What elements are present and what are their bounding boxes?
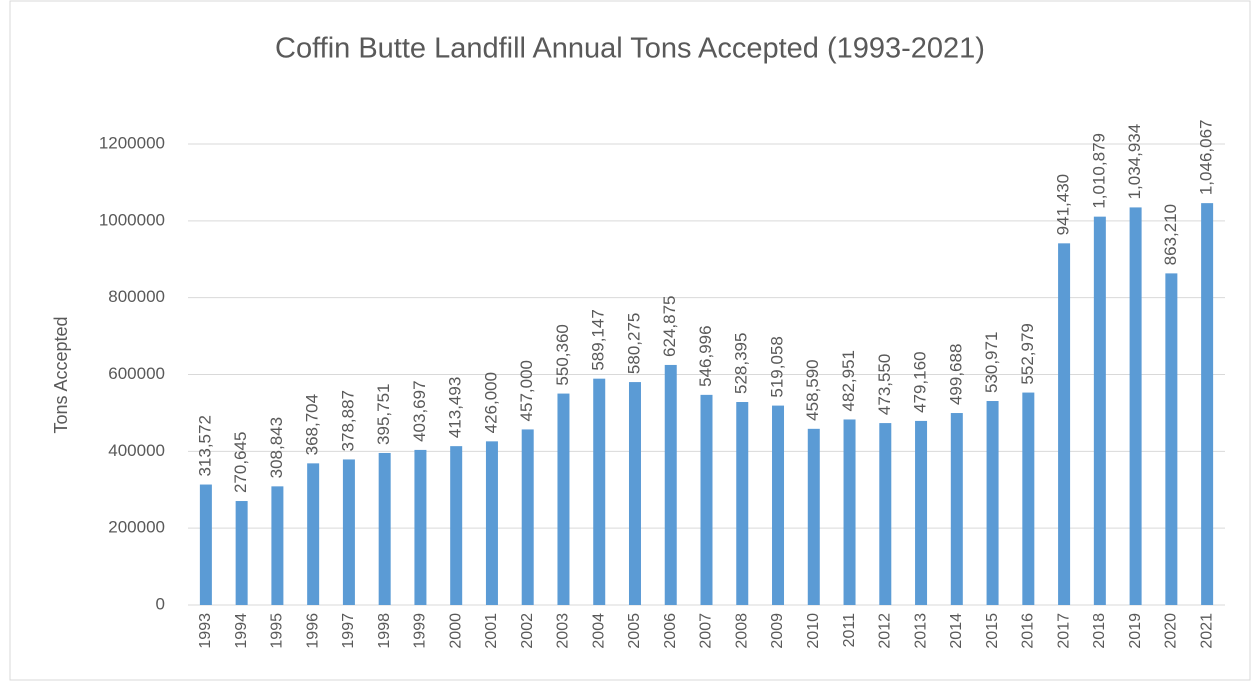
bar [1022, 392, 1035, 605]
x-tick-label: 2015 [984, 613, 1001, 649]
y-axis-label: Tons Accepted [51, 316, 71, 433]
value-label: 473,550 [875, 354, 894, 415]
x-tick-label: 2020 [1163, 613, 1180, 649]
value-label: 378,887 [338, 390, 357, 451]
x-tick-label: 2013 [912, 613, 929, 649]
chart-title: Coffin Butte Landfill Annual Tons Accept… [275, 33, 985, 65]
y-tick-label: 400000 [108, 441, 165, 460]
x-tick-label: 1997 [340, 613, 357, 649]
value-label: 403,697 [410, 380, 429, 441]
bar [199, 484, 212, 605]
x-tick-label: 2002 [519, 613, 536, 649]
x-tick-label: 1998 [376, 613, 393, 649]
value-label: 426,000 [481, 372, 500, 433]
x-tick-label: 2019 [1127, 613, 1144, 649]
x-tick-label: 1999 [412, 613, 429, 649]
x-tick-label: 2017 [1055, 613, 1072, 649]
x-tick-label: 2021 [1198, 613, 1215, 649]
bar [950, 413, 963, 605]
bar [1129, 207, 1142, 606]
value-label: 308,843 [267, 417, 286, 478]
bar [1058, 243, 1071, 605]
y-tick-label: 1000000 [99, 210, 165, 229]
x-tick-label: 2001 [483, 613, 500, 649]
bar [235, 501, 248, 605]
bar [521, 429, 534, 605]
x-tick-label: 2006 [662, 613, 679, 649]
bar [1201, 203, 1214, 605]
x-tick-label: 2003 [555, 613, 572, 649]
x-tick-label: 2012 [877, 613, 894, 649]
x-tick-label: 2000 [447, 613, 464, 649]
value-label: 1,046,067 [1197, 119, 1216, 195]
y-tick-label: 200000 [108, 518, 165, 537]
x-tick-label: 2007 [698, 613, 715, 649]
bar [807, 428, 820, 605]
y-tick-label: 600000 [108, 364, 165, 383]
x-tick-label: 2009 [769, 613, 786, 649]
value-label: 550,360 [553, 324, 572, 385]
y-tick-label: 800000 [108, 287, 165, 306]
x-tick-label: 2014 [948, 613, 965, 649]
value-label: 546,996 [696, 325, 715, 386]
bar [307, 463, 320, 605]
value-label: 482,951 [839, 350, 858, 411]
x-tick-label: 2004 [590, 613, 607, 649]
x-tick-label: 1994 [233, 613, 250, 649]
bar [986, 401, 999, 605]
value-label: 499,688 [946, 344, 965, 405]
value-label: 368,704 [303, 394, 322, 455]
bar [1093, 216, 1106, 605]
bar [1165, 273, 1178, 605]
value-label: 580,275 [624, 313, 643, 374]
bar [593, 378, 606, 605]
bar [700, 394, 713, 605]
bar [664, 364, 677, 605]
value-label: 863,210 [1161, 204, 1180, 265]
value-label: 458,590 [803, 359, 822, 420]
bar [628, 382, 641, 605]
x-tick-label: 2016 [1020, 613, 1037, 649]
value-label: 1,010,879 [1089, 133, 1108, 209]
x-tick-label: 2005 [626, 613, 643, 649]
value-label: 519,058 [768, 336, 787, 397]
value-label: 1,034,934 [1125, 124, 1144, 200]
bar [342, 459, 355, 605]
x-tick-label: 2010 [805, 613, 822, 649]
bar [378, 452, 391, 605]
bar [772, 405, 785, 605]
bar [736, 402, 749, 605]
x-tick-label: 2018 [1091, 613, 1108, 649]
value-label: 270,645 [231, 432, 250, 493]
bar [557, 393, 570, 605]
value-label: 413,493 [446, 377, 465, 438]
x-tick-label: 1993 [197, 613, 214, 649]
y-tick-label: 1200000 [99, 133, 165, 152]
bar [843, 419, 856, 605]
value-label: 457,000 [517, 360, 536, 421]
value-label: 528,395 [732, 333, 751, 394]
value-label: 941,430 [1054, 174, 1073, 235]
x-tick-label: 1996 [304, 613, 321, 649]
bar [485, 441, 498, 605]
value-label: 530,971 [982, 332, 1001, 393]
value-label: 479,160 [911, 351, 930, 412]
bar [271, 486, 284, 605]
x-tick-label: 2011 [841, 613, 858, 648]
y-tick-label: 0 [156, 594, 165, 613]
bar [879, 423, 892, 605]
value-label: 395,751 [374, 384, 393, 445]
bar [450, 446, 463, 605]
bar [915, 420, 928, 605]
value-label: 624,875 [660, 295, 679, 356]
value-label: 313,572 [195, 415, 214, 476]
value-label: 589,147 [589, 309, 608, 370]
x-tick-label: 1995 [269, 613, 286, 649]
value-label: 552,979 [1018, 323, 1037, 384]
x-tick-label: 2008 [733, 613, 750, 649]
bar [414, 449, 427, 605]
